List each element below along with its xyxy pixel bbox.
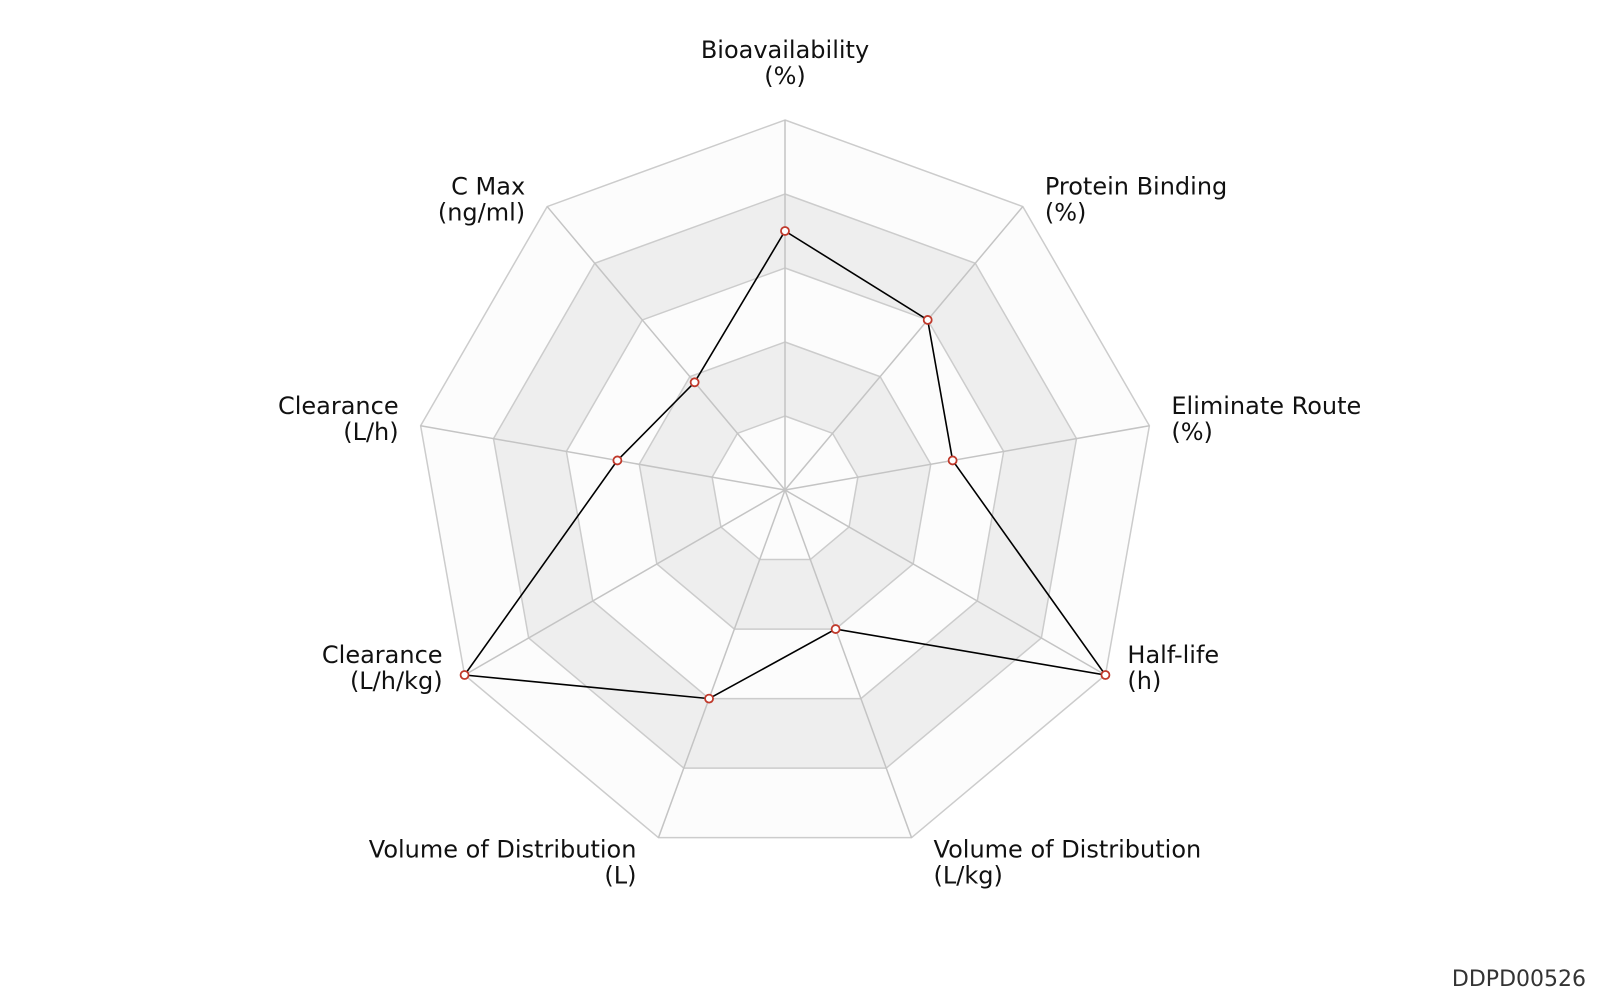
spoke-2 <box>784 425 1150 491</box>
spoke-4 <box>784 489 913 838</box>
axis-label-6: Clearance (L/h/kg) <box>322 641 443 695</box>
axis-label-4: Volume of Distribution (L/kg) <box>934 836 1202 890</box>
data-point-4 <box>830 624 841 634</box>
spoke-7 <box>420 425 786 491</box>
spoke-1 <box>784 206 1024 491</box>
data-point-5 <box>704 693 714 704</box>
axis-label-0: Bioavailability (%) <box>701 36 869 90</box>
axis-label-unit: (L) <box>604 862 636 890</box>
axis-label-unit: (%) <box>764 62 806 90</box>
data-point-8 <box>689 377 700 388</box>
spoke-5 <box>657 489 786 838</box>
data-point-0 <box>780 226 790 236</box>
axis-label-name: Bioavailability <box>701 36 869 64</box>
axis-label-unit: (L/kg) <box>934 862 1003 890</box>
axis-label-8: C Max (ng/ml) <box>438 173 525 227</box>
radar-spokes <box>420 120 1150 838</box>
axis-labels: Bioavailability (%)Protein Binding (%)Elim… <box>278 36 1361 890</box>
axis-label-unit: (L/h/kg) <box>350 667 443 695</box>
data-point-2 <box>947 455 958 466</box>
chart-id-label: DDPD00526 <box>1451 967 1586 992</box>
spoke-3 <box>784 489 1106 676</box>
radar-series <box>463 229 1108 700</box>
data-point-7 <box>612 455 623 466</box>
axis-label-name: Clearance <box>278 392 399 420</box>
series-line <box>463 229 1108 700</box>
axis-label-unit: (ng/ml) <box>438 199 525 227</box>
axis-label-5: Volume of Distribution (L) <box>369 836 637 890</box>
spoke-6 <box>464 489 786 676</box>
spoke-8 <box>546 206 786 491</box>
axis-label-name: Volume of Distribution <box>934 836 1202 864</box>
axis-label-name: Volume of Distribution <box>369 836 637 864</box>
axis-label-name: Clearance <box>322 641 443 669</box>
axis-label-3: Half-life (h) <box>1127 641 1219 695</box>
axis-label-1: Protein Binding (%) <box>1045 173 1227 227</box>
axis-label-name: Protein Binding <box>1045 173 1227 201</box>
axis-label-unit: (%) <box>1045 199 1087 227</box>
data-point-3 <box>1100 670 1111 680</box>
data-point-6 <box>459 670 470 680</box>
axis-label-7: Clearance (L/h) <box>278 392 399 446</box>
axis-label-2: Eliminate Route (%) <box>1171 392 1361 446</box>
axis-label-name: Half-life <box>1127 641 1219 669</box>
axis-label-name: C Max <box>451 173 525 201</box>
radar-points <box>459 226 1111 704</box>
axis-label-name: Eliminate Route <box>1171 392 1361 420</box>
axis-label-unit: (%) <box>1171 418 1213 446</box>
axis-label-unit: (L/h) <box>343 418 398 446</box>
data-point-1 <box>922 315 933 325</box>
axis-label-unit: (h) <box>1127 667 1161 695</box>
